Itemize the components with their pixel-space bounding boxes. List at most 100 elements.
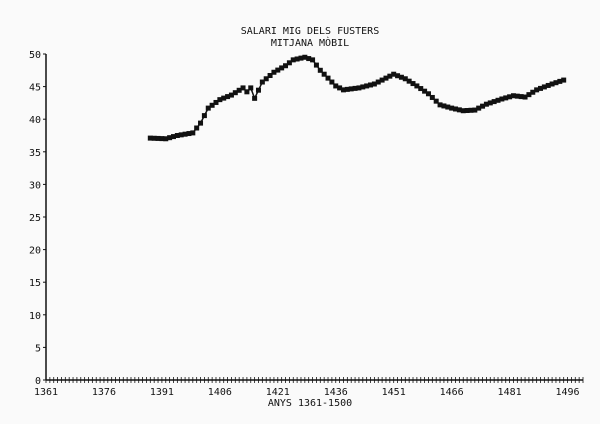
data-point — [480, 103, 486, 109]
data-point — [255, 87, 261, 93]
data-point — [534, 87, 540, 93]
data-point — [271, 69, 277, 75]
data-point — [395, 73, 401, 79]
data-point — [507, 94, 513, 100]
data-point — [348, 86, 354, 92]
data-point — [410, 81, 416, 87]
data-point — [398, 74, 404, 80]
data-point — [526, 92, 532, 98]
data-point — [352, 85, 358, 91]
data-point — [422, 88, 428, 94]
data-point — [522, 94, 528, 100]
data-point — [387, 73, 393, 79]
data-point — [232, 90, 238, 96]
y-tick-label: 40 — [29, 115, 41, 126]
data-point — [221, 95, 227, 101]
x-tick-label: 1451 — [382, 387, 406, 398]
data-point — [414, 83, 420, 89]
data-point — [344, 86, 350, 92]
data-point — [391, 71, 397, 77]
data-point — [379, 77, 385, 83]
data-point — [530, 89, 536, 95]
data-point — [283, 63, 289, 69]
data-point — [155, 135, 161, 141]
data-point — [538, 85, 544, 91]
data-point — [317, 67, 323, 73]
data-point — [383, 75, 389, 81]
data-point — [406, 78, 412, 84]
data-point — [437, 102, 443, 108]
data-point — [267, 73, 273, 79]
data-point — [433, 98, 439, 104]
data-point — [310, 57, 316, 63]
data-point — [337, 85, 343, 91]
data-point — [329, 79, 335, 85]
data-point — [205, 105, 211, 111]
data-point — [468, 107, 474, 113]
data-point — [286, 60, 292, 66]
data-point — [313, 62, 319, 68]
data-point — [294, 56, 300, 62]
y-tick-label: 0 — [35, 376, 41, 387]
y-tick-label: 5 — [35, 343, 41, 354]
data-point — [487, 100, 493, 106]
data-point — [453, 106, 459, 112]
data-point — [360, 84, 366, 90]
data-point — [541, 84, 547, 90]
data-point — [194, 125, 200, 131]
data-point — [364, 83, 370, 89]
data-point — [441, 103, 447, 109]
data-point — [545, 82, 551, 88]
x-tick-label: 1496 — [555, 387, 579, 398]
data-point — [248, 85, 254, 91]
y-tick-label: 35 — [29, 148, 41, 159]
data-point — [190, 130, 196, 136]
data-point — [402, 76, 408, 82]
data-point — [198, 120, 204, 126]
data-point — [333, 83, 339, 89]
data-point — [244, 89, 250, 95]
data-point — [425, 91, 431, 97]
data-point — [483, 101, 489, 107]
data-point — [503, 95, 509, 101]
data-point — [167, 135, 173, 141]
y-tick-label: 30 — [29, 180, 41, 191]
x-tick-label: 1406 — [208, 387, 232, 398]
data-point — [557, 78, 563, 84]
data-point — [325, 75, 331, 81]
y-tick-label: 50 — [29, 50, 41, 61]
data-point — [225, 94, 231, 100]
data-point — [201, 113, 207, 119]
data-point — [279, 65, 285, 71]
data-point — [178, 132, 184, 138]
x-tick-label: 1376 — [92, 387, 116, 398]
data-point — [476, 105, 482, 111]
x-tick-label: 1391 — [150, 387, 174, 398]
data-point — [418, 86, 424, 92]
x-tick-label: 1436 — [324, 387, 348, 398]
data-point — [217, 97, 223, 103]
data-point — [240, 85, 246, 91]
chart-subtitle: MITJANA MÒBIL — [271, 36, 349, 49]
data-point — [368, 82, 374, 88]
y-tick-label: 20 — [29, 246, 41, 257]
x-tick-label: 1481 — [498, 387, 522, 398]
data-point — [371, 81, 377, 87]
data-point — [174, 133, 180, 138]
data-point — [290, 57, 296, 63]
data-point — [275, 67, 281, 73]
data-point — [460, 108, 466, 114]
y-tick-label: 15 — [29, 278, 41, 289]
data-point — [340, 87, 346, 93]
chart-title: SALARI MIG DELS FUSTERS — [241, 26, 379, 37]
data-point — [151, 135, 157, 141]
data-point — [252, 95, 258, 101]
data-point — [259, 79, 265, 85]
data-point — [147, 135, 153, 141]
data-point — [236, 87, 242, 93]
data-point — [298, 55, 304, 61]
data-point — [263, 76, 269, 82]
data-point — [213, 99, 219, 105]
